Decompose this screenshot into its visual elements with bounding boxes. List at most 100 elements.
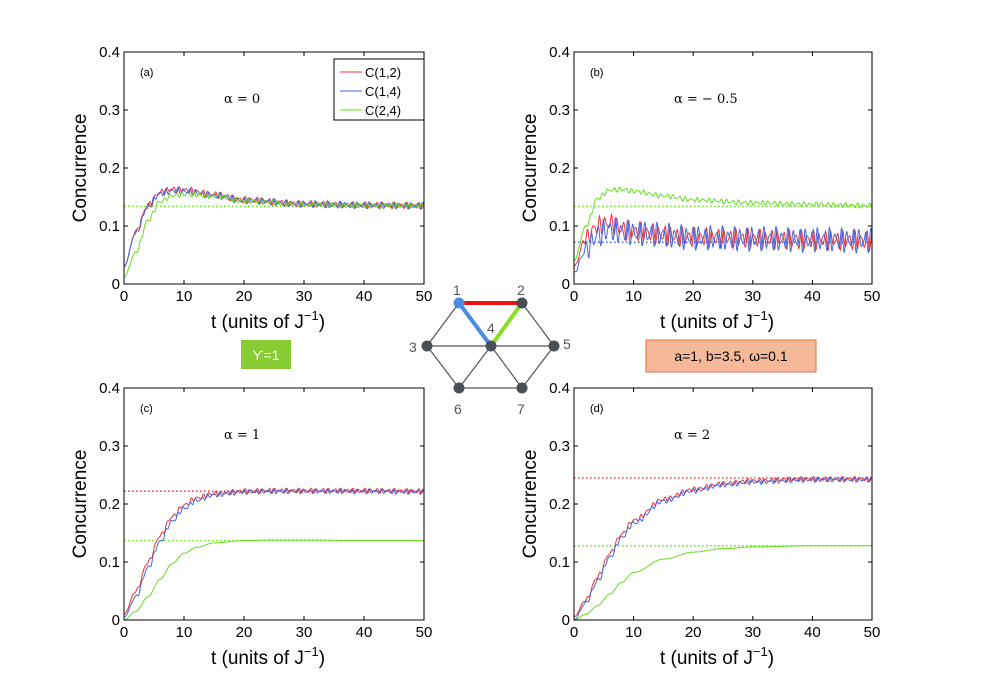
alpha-annotation: α = 1 [224, 428, 260, 443]
axes-frame [573, 387, 873, 621]
legend-label-c12: C(1,2) [365, 65, 401, 80]
x-axis-label-main: t (units of J [211, 648, 304, 669]
lattice-node-3 [421, 340, 433, 352]
params-box-text: a=1, b=3.5, ω=0.1 [674, 348, 788, 364]
lattice-label-7: 7 [517, 401, 525, 417]
x-tick-label: 20 [685, 624, 702, 641]
y-tick-label: 0.1 [549, 554, 570, 571]
x-tick-label: 20 [685, 288, 702, 305]
x-axis-label: t (units of J−1) [211, 644, 325, 669]
lattice-node-4 [485, 340, 497, 352]
y-tick-label: 0 [112, 276, 120, 293]
x-axis-label-main: t (units of J [211, 312, 304, 333]
panel-label: (d) [590, 403, 603, 415]
y-tick-label: 0.3 [549, 102, 570, 119]
x-tick-label: 50 [864, 288, 881, 305]
x-tick-label: 30 [744, 624, 761, 641]
x-axis-label-sup: −1 [304, 308, 319, 323]
x-tick-label: 10 [176, 288, 193, 305]
x-tick-label: 30 [296, 288, 313, 305]
gamma-box-bg [241, 340, 291, 369]
panel-0: 0 10 20 30 40 50 0 0.1 0.2 0.3 0.4 t (units of J−1)… [70, 44, 432, 333]
y-tick-label: 0.1 [549, 218, 570, 235]
y-tick-label: 0.2 [99, 160, 120, 177]
y-tick-label: 0.1 [99, 218, 120, 235]
lattice-highlight-2-4 [489, 301, 524, 348]
lattice-edge-3-1 [426, 302, 460, 347]
series-line-C(2,4) [573, 545, 872, 621]
x-axis-label-sup: −1 [753, 308, 768, 323]
y-axis-label: Concurrence [70, 114, 91, 223]
panel-2: 0 10 20 30 40 50 0 0.1 0.2 0.3 0.4 t (units of J−1)… [70, 380, 432, 669]
series-line-C(1,2) [573, 475, 873, 618]
legend-label-c24: C(2,4) [365, 103, 401, 118]
gamma-box: ϒ=1 [241, 340, 291, 369]
x-axis-label-end: ) [319, 312, 325, 333]
y-tick-label: 0.4 [99, 380, 120, 397]
params-box-bg [646, 340, 816, 372]
series-line-C(1,2) [123, 185, 425, 268]
x-tick-label: 10 [625, 624, 642, 641]
x-tick-label: 40 [804, 288, 821, 305]
lattice-edge-7-5 [521, 345, 555, 389]
series-line-C(1,4) [573, 476, 873, 621]
series-line-C(2,4) [123, 539, 424, 621]
y-tick-label: 0.3 [99, 438, 120, 455]
lattice-label-3: 3 [409, 339, 417, 355]
y-axis-label: Concurrence [520, 114, 541, 223]
x-axis-label: t (units of J−1) [660, 644, 774, 669]
x-tick-label: 40 [804, 624, 821, 641]
lattice-label-6: 6 [454, 401, 462, 417]
y-tick-label: 0 [562, 276, 570, 293]
x-tick-label: 40 [356, 288, 373, 305]
lattice-diagram: 1 2 3 4 5 6 7 [409, 282, 571, 417]
x-tick-label: 0 [570, 624, 578, 641]
x-tick-label: 30 [744, 288, 761, 305]
lattice-node-6 [453, 382, 465, 394]
x-tick-label: 20 [236, 624, 253, 641]
y-tick-label: 0.2 [549, 160, 570, 177]
x-axis-label-sup: −1 [304, 644, 319, 659]
alpha-annotation: α = 2 [674, 428, 710, 443]
x-axis-label-end: ) [768, 648, 774, 669]
y-tick-label: 0.3 [99, 102, 120, 119]
lattice-edge-3-6 [426, 345, 460, 389]
y-tick-label: 0.3 [549, 438, 570, 455]
y-tick-label: 0.4 [99, 44, 120, 61]
lattice-edge-4-6 [458, 345, 492, 389]
lattice-edge-2-5 [521, 302, 555, 347]
params-box-border [645, 339, 817, 373]
x-tick-label: 0 [120, 288, 128, 305]
x-tick-label: 0 [570, 288, 578, 305]
x-tick-label: 50 [416, 624, 433, 641]
x-tick-label: 50 [416, 288, 433, 305]
panel-label: (b) [590, 67, 603, 79]
x-tick-label: 40 [356, 624, 373, 641]
x-tick-label: 10 [176, 624, 193, 641]
gamma-box-text: ϒ=1 [253, 347, 280, 363]
y-axis-label: Concurrence [70, 450, 91, 559]
y-tick-label: 0 [112, 612, 120, 629]
lattice-node-5 [548, 340, 560, 352]
alpha-annotation: α = − 0.5 [674, 92, 738, 107]
legend: C(1,2) C(1,4) C(2,4) [333, 58, 425, 121]
panel-label: (c) [140, 403, 153, 415]
lattice-label-2: 2 [517, 282, 525, 298]
x-tick-label: 50 [864, 624, 881, 641]
panel-3: 0 10 20 30 40 50 0 0.1 0.2 0.3 0.4 t (units of J−1)… [520, 380, 880, 669]
x-axis-label-end: ) [768, 312, 774, 333]
x-tick-label: 0 [120, 624, 128, 641]
series-line-C(1,2) [123, 487, 425, 615]
x-axis-label: t (units of J−1) [211, 308, 325, 333]
legend-label-c14: C(1,4) [365, 84, 401, 99]
lattice-label-4: 4 [487, 320, 495, 336]
y-tick-label: 0.2 [99, 496, 120, 513]
x-axis-label-end: ) [319, 648, 325, 669]
lattice-node-7 [516, 382, 528, 394]
y-tick-label: 0.1 [99, 554, 120, 571]
x-axis-label: t (units of J−1) [660, 308, 774, 333]
y-axis-label: Concurrence [520, 450, 541, 559]
panel-1: 0 10 20 30 40 50 0 0.1 0.2 0.3 0.4 t (units of J−1)… [520, 44, 880, 333]
axes-frame [123, 387, 425, 621]
